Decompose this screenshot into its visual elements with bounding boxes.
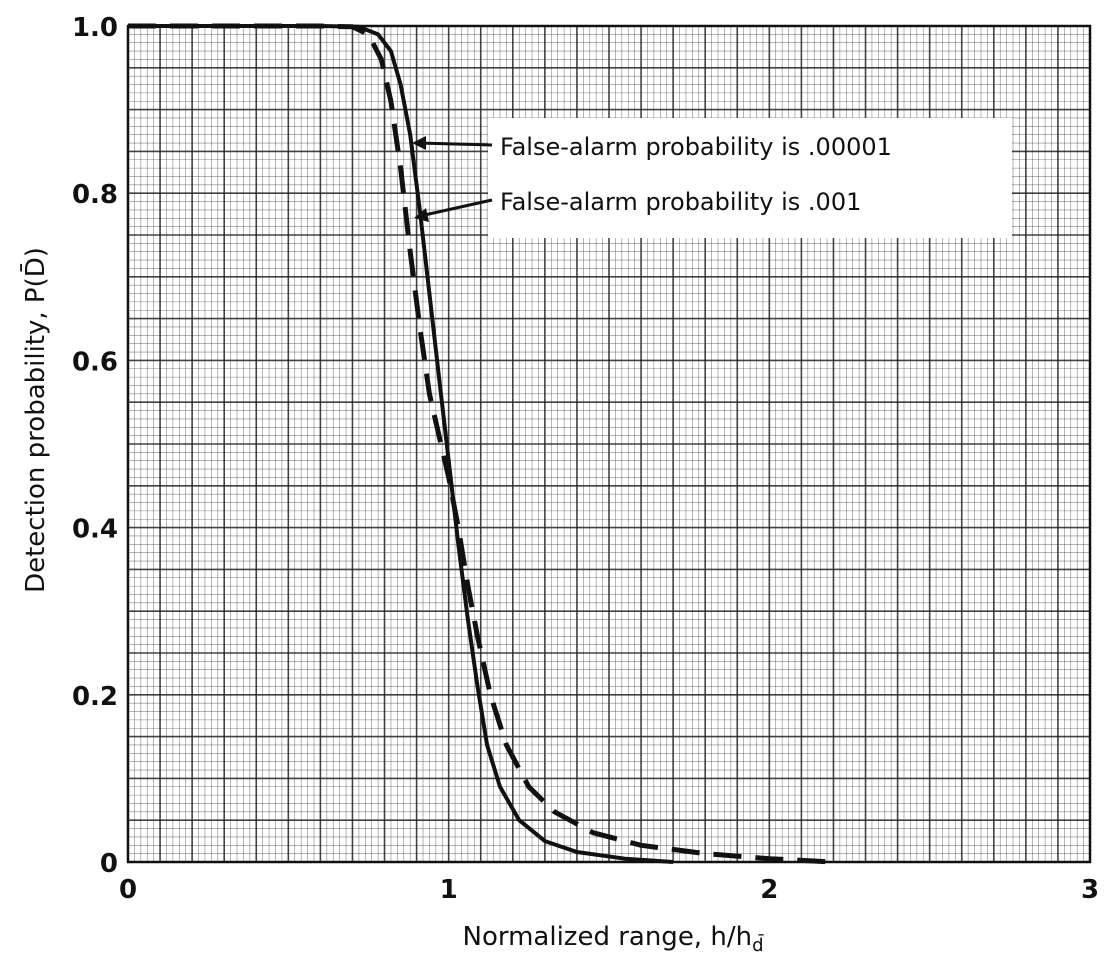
y-tick-label: 0.4 [72, 515, 118, 545]
x-tick-labels: 0 1 2 3 [119, 875, 1099, 905]
x-axis-title-main: Normalized range, h/h [463, 922, 753, 952]
legend-label-series-1: False-alarm probability is .00001 [500, 133, 892, 161]
series-layer [128, 23, 834, 865]
x-tick-label: 3 [1081, 875, 1099, 905]
legend-arrow-series-1 [417, 141, 493, 147]
y-axis-title: Detection probability, P(D̄) [19, 247, 51, 593]
plot-frame [126, 24, 1092, 864]
series-line-2 [128, 23, 834, 865]
series-line-1 [128, 24, 674, 864]
legend-arrowhead-series-2 [414, 208, 429, 222]
x-tick-label: 0 [119, 875, 137, 905]
y-tick-label: 0.2 [72, 682, 118, 712]
x-tick-label: 1 [440, 875, 458, 905]
legend-arrow-series-2 [419, 198, 493, 218]
x-axis-title-text: Normalized range, h/hd̄ [463, 922, 765, 956]
y-tick-label: 0.8 [72, 180, 118, 210]
legend-box [488, 118, 1012, 238]
y-tick-label: 0.6 [72, 347, 118, 377]
legend-label-series-2: False-alarm probability is .001 [500, 188, 861, 216]
legend-arrowhead-series-1 [412, 136, 426, 150]
y-axis-title-text: Detection probability, P(D̄) [19, 247, 51, 593]
y-tick-labels: 0 0.2 0.4 0.6 0.8 1.0 [72, 13, 118, 879]
y-tick-label: 0 [100, 849, 118, 879]
y-tick-label: 1.0 [72, 13, 118, 43]
legend: False-alarm probability is .00001 False-… [412, 118, 1012, 238]
x-axis-title: Normalized range, h/hd̄ [463, 922, 765, 956]
x-axis-title-subscript: d̄ [752, 934, 764, 956]
x-tick-label: 2 [760, 875, 778, 905]
